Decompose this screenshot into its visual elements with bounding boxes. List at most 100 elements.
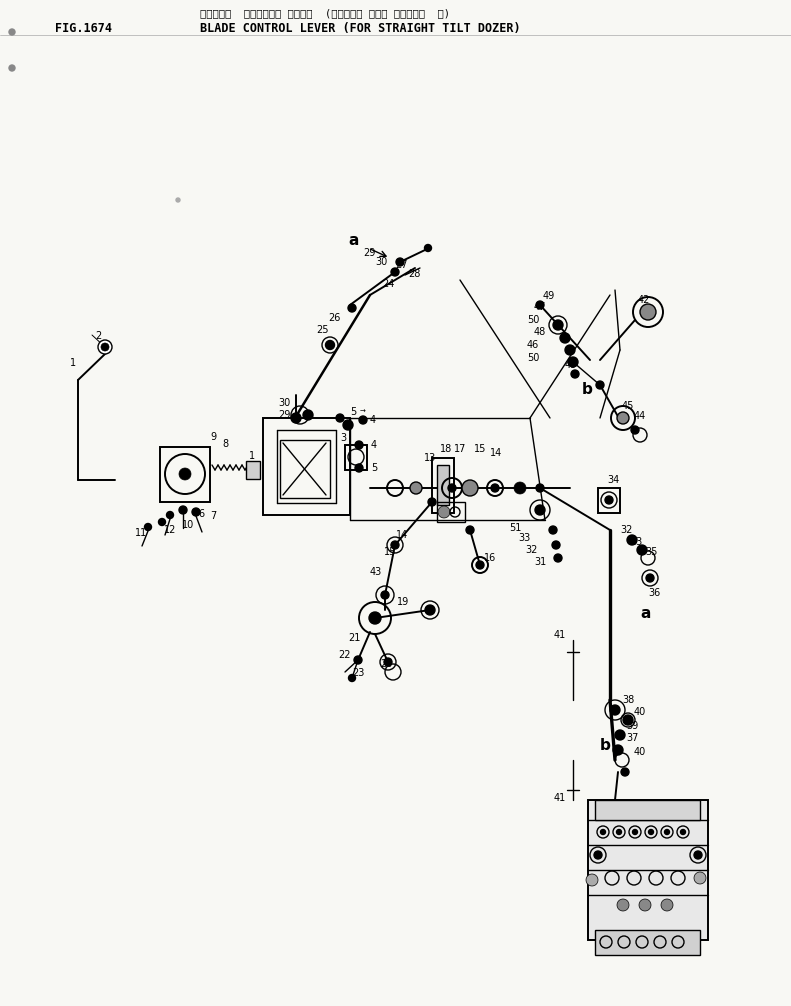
- Text: 45: 45: [622, 401, 634, 411]
- Text: 2: 2: [95, 331, 101, 341]
- Text: 22: 22: [338, 650, 350, 660]
- Circle shape: [462, 480, 478, 496]
- Text: a: a: [640, 606, 650, 621]
- Text: 23: 23: [352, 668, 365, 678]
- Bar: [263, 418, 350, 515]
- Circle shape: [610, 705, 620, 715]
- Circle shape: [586, 874, 598, 886]
- Text: 3: 3: [340, 433, 346, 443]
- Text: 24: 24: [382, 279, 395, 289]
- Circle shape: [514, 482, 526, 494]
- Circle shape: [326, 340, 335, 349]
- Circle shape: [428, 498, 436, 506]
- Circle shape: [491, 484, 499, 492]
- Circle shape: [9, 29, 15, 35]
- Circle shape: [466, 526, 474, 534]
- Circle shape: [621, 768, 629, 776]
- Text: 28: 28: [408, 269, 420, 279]
- Text: b: b: [582, 382, 593, 397]
- Text: 16: 16: [484, 553, 496, 563]
- Text: 6: 6: [198, 509, 204, 519]
- Text: 36: 36: [648, 588, 660, 598]
- Circle shape: [536, 484, 544, 492]
- Circle shape: [552, 541, 560, 549]
- Text: 5: 5: [350, 407, 356, 417]
- Bar: [160, 447, 210, 502]
- Circle shape: [98, 340, 112, 354]
- Circle shape: [476, 561, 484, 569]
- Circle shape: [355, 441, 363, 449]
- Circle shape: [348, 304, 356, 312]
- Circle shape: [349, 674, 355, 681]
- Text: 49: 49: [543, 291, 555, 301]
- Circle shape: [633, 830, 638, 835]
- Text: 41: 41: [554, 630, 566, 640]
- Circle shape: [594, 851, 602, 859]
- Circle shape: [384, 658, 392, 666]
- Text: 47: 47: [534, 302, 547, 312]
- Text: ブレート゚  コントロール レパー  (ストレート チルト ト゚ーサ゚  用): ブレート゚ コントロール レパー (ストレート チルト ト゚ーサ゚ 用): [200, 8, 450, 18]
- Bar: [595, 800, 700, 820]
- Text: 32: 32: [620, 525, 632, 535]
- Circle shape: [596, 381, 604, 389]
- Text: 13: 13: [424, 453, 437, 463]
- Circle shape: [627, 535, 637, 545]
- Text: 25: 25: [316, 325, 328, 335]
- Circle shape: [535, 505, 545, 515]
- Circle shape: [694, 851, 702, 859]
- Text: 15: 15: [474, 444, 486, 454]
- Text: 4: 4: [370, 415, 377, 425]
- Circle shape: [631, 426, 639, 434]
- Circle shape: [649, 830, 653, 835]
- Circle shape: [560, 333, 570, 343]
- Circle shape: [355, 464, 363, 472]
- Circle shape: [391, 541, 399, 549]
- Text: 46: 46: [527, 340, 539, 350]
- Circle shape: [343, 420, 353, 430]
- Text: a: a: [348, 232, 358, 247]
- Circle shape: [336, 414, 344, 422]
- Text: 48: 48: [534, 327, 547, 337]
- Circle shape: [565, 345, 575, 355]
- Text: 10: 10: [182, 520, 195, 530]
- Circle shape: [617, 412, 629, 424]
- Circle shape: [637, 545, 647, 555]
- Text: 37: 37: [626, 733, 638, 743]
- Text: 38: 38: [622, 695, 634, 705]
- Circle shape: [176, 198, 180, 202]
- Text: 27: 27: [395, 260, 407, 270]
- Circle shape: [616, 830, 622, 835]
- Text: 40: 40: [634, 707, 646, 717]
- Text: 39: 39: [626, 721, 638, 731]
- Text: 29: 29: [278, 410, 290, 420]
- Text: b: b: [600, 738, 611, 753]
- Bar: [345, 445, 367, 470]
- Circle shape: [145, 523, 152, 530]
- Circle shape: [680, 830, 686, 835]
- Text: 50: 50: [527, 315, 539, 325]
- Text: 20: 20: [380, 659, 392, 669]
- Text: 1: 1: [70, 358, 76, 368]
- Circle shape: [553, 320, 563, 330]
- Circle shape: [694, 872, 706, 884]
- Text: 30: 30: [375, 257, 388, 267]
- Circle shape: [166, 511, 173, 518]
- Circle shape: [425, 605, 435, 615]
- Text: 40: 40: [634, 747, 646, 757]
- Circle shape: [615, 730, 625, 740]
- Text: 42: 42: [638, 295, 650, 305]
- Text: 17: 17: [454, 444, 467, 454]
- Circle shape: [605, 496, 613, 504]
- Text: 49: 49: [565, 360, 577, 370]
- Bar: [595, 930, 700, 955]
- Text: 43: 43: [370, 567, 382, 577]
- Text: 14: 14: [396, 530, 408, 540]
- Text: 15: 15: [384, 547, 396, 557]
- Circle shape: [623, 715, 633, 725]
- Text: 12: 12: [164, 525, 176, 535]
- Bar: [437, 502, 465, 522]
- Text: 1: 1: [249, 451, 255, 461]
- Circle shape: [661, 899, 673, 911]
- Text: 34: 34: [607, 475, 619, 485]
- Text: 8: 8: [222, 439, 228, 449]
